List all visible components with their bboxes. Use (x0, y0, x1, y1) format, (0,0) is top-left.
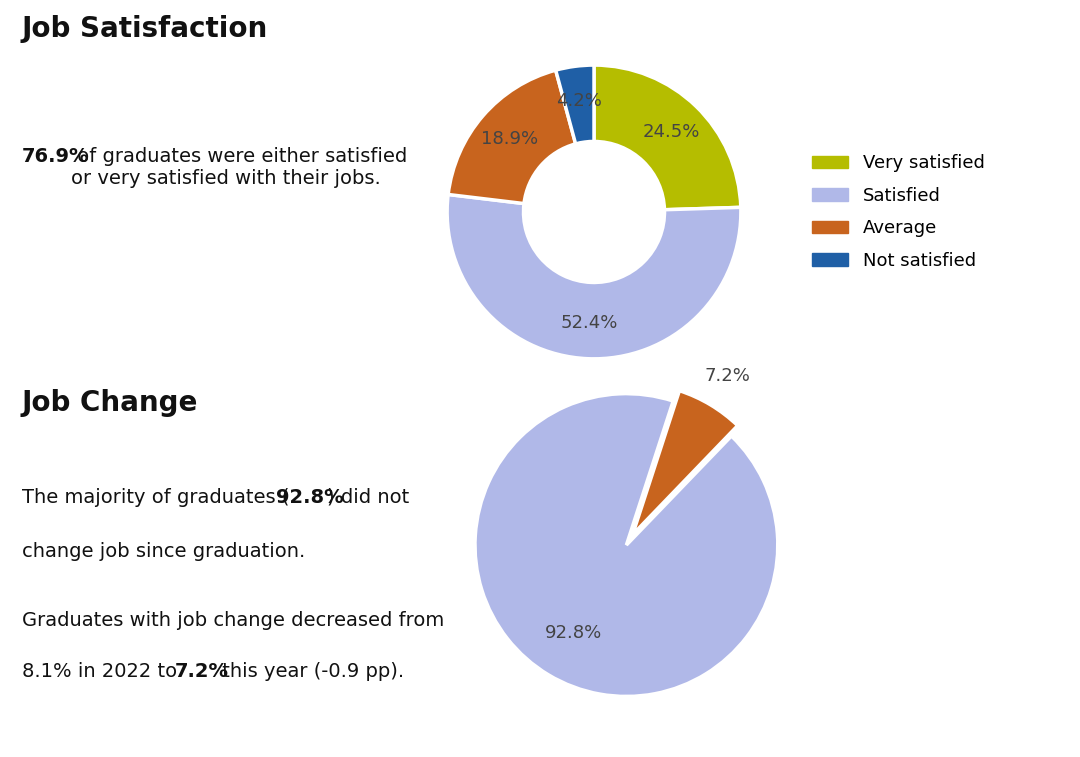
Text: 24.5%: 24.5% (643, 123, 700, 141)
Wedge shape (448, 70, 576, 204)
Text: 76.9%: 76.9% (22, 148, 89, 167)
Text: 92.8%: 92.8% (275, 488, 343, 506)
Wedge shape (556, 65, 594, 144)
Text: of graduates were either satisfied
or very satisfied with their jobs.: of graduates were either satisfied or ve… (71, 148, 407, 188)
Text: 4.2%: 4.2% (556, 92, 603, 111)
Text: ) did not: ) did not (327, 488, 409, 506)
Wedge shape (594, 65, 741, 210)
Text: 7.2%: 7.2% (705, 367, 751, 385)
Text: The majority of graduates (: The majority of graduates ( (22, 488, 289, 506)
Wedge shape (633, 391, 738, 534)
Wedge shape (447, 195, 741, 359)
Text: Job Change: Job Change (22, 389, 198, 417)
Text: 7.2%: 7.2% (175, 662, 229, 681)
Text: Job Satisfaction: Job Satisfaction (22, 15, 268, 43)
Text: 18.9%: 18.9% (481, 130, 538, 148)
Legend: Very satisfied, Satisfied, Average, Not satisfied: Very satisfied, Satisfied, Average, Not … (805, 147, 991, 277)
Text: 8.1% in 2022 to: 8.1% in 2022 to (22, 662, 183, 681)
Text: 92.8%: 92.8% (544, 625, 602, 643)
Text: this year (-0.9 pp).: this year (-0.9 pp). (216, 662, 405, 681)
Wedge shape (475, 394, 778, 696)
Text: Graduates with job change decreased from: Graduates with job change decreased from (22, 611, 444, 630)
Text: 52.4%: 52.4% (561, 314, 618, 332)
Text: change job since graduation.: change job since graduation. (22, 542, 305, 561)
